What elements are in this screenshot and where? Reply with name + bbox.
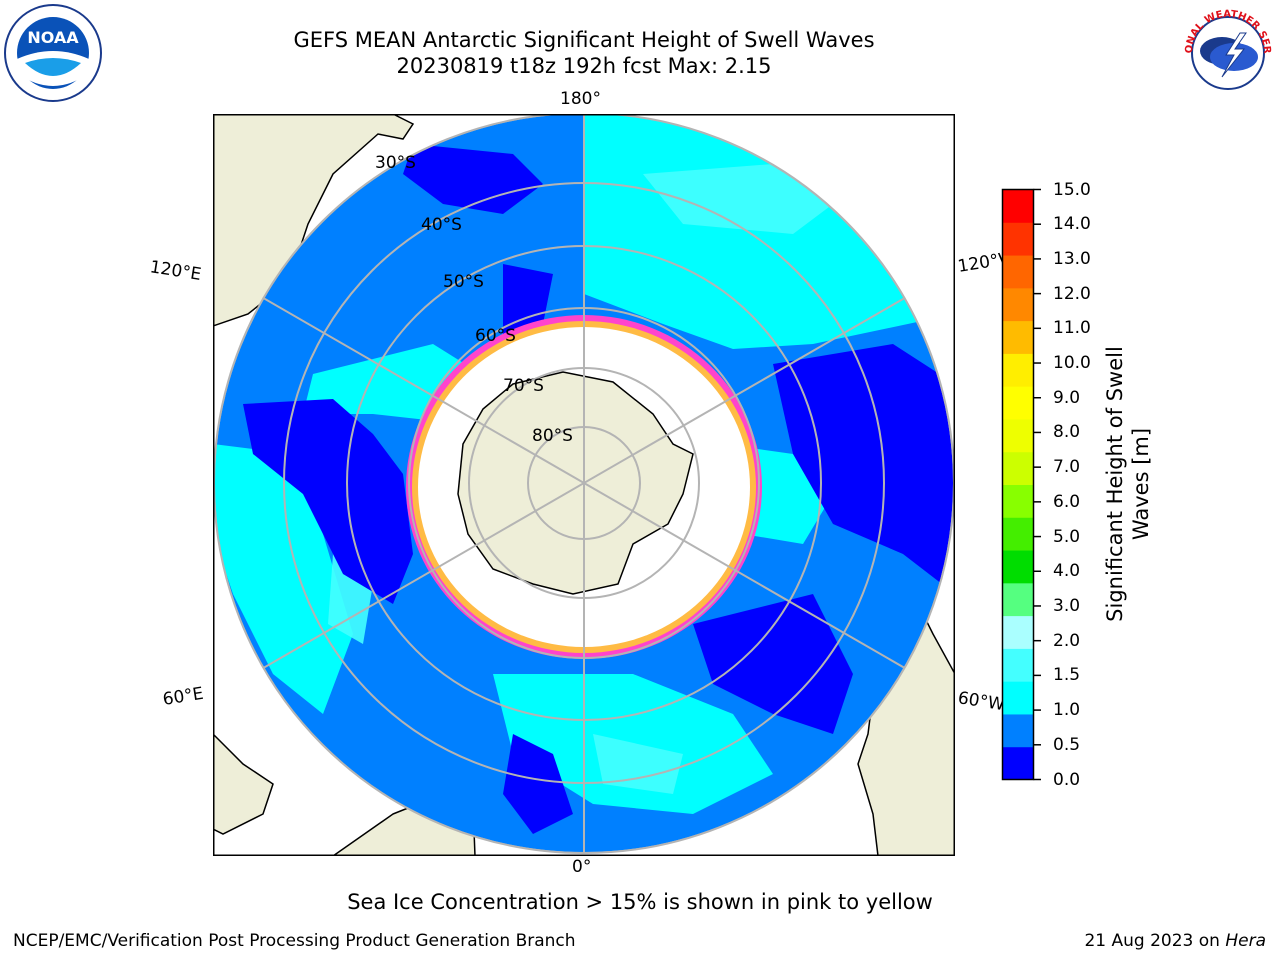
colorbar-tick-label: 13.0 xyxy=(1053,248,1091,269)
colorbar-label: Significant Height of Swell Waves [m] xyxy=(1103,346,1153,622)
colorbar-tick-label: 8.0 xyxy=(1053,422,1081,443)
chart-subtitle: 20230819 t18z 192h fcst Max: 2.15 xyxy=(396,54,772,78)
polar-map: 30°S 40°S 50°S 60°S 70°S 80°S xyxy=(213,114,955,856)
lat-label-50s: 50°S xyxy=(443,272,484,292)
colorbar-segment xyxy=(1002,189,1034,223)
colorbar-segment xyxy=(1002,713,1034,748)
colorbar-segment xyxy=(1002,550,1034,584)
lon-label-0: 0° xyxy=(572,857,592,877)
graticule xyxy=(214,114,954,853)
colorbar-segment xyxy=(1002,222,1034,256)
colorbar-segment xyxy=(1002,615,1034,649)
colorbar-tick-label: 9.0 xyxy=(1053,387,1081,408)
colorbar-tick-label: 11.0 xyxy=(1053,318,1091,339)
colorbar-tick-label: 7.0 xyxy=(1053,457,1081,478)
colorbar-tick-label: 14.0 xyxy=(1053,214,1091,235)
colorbar-segment xyxy=(1002,255,1034,289)
swell-light-cyan xyxy=(328,164,833,794)
colorbar-tick-label: 5.0 xyxy=(1053,526,1081,547)
colorbar-segment xyxy=(1002,582,1034,617)
colorbar xyxy=(1001,188,1041,781)
colorbar-segment xyxy=(1002,484,1034,518)
lat-label-70s: 70°S xyxy=(503,376,544,396)
chart-title: GEFS MEAN Antarctic Significant Height o… xyxy=(293,28,875,52)
colorbar-tick-label: 2.0 xyxy=(1053,630,1081,651)
colorbar-tick-label: 0.0 xyxy=(1053,769,1081,790)
colorbar-tick-label: 10.0 xyxy=(1053,353,1091,374)
colorbar-segment xyxy=(1002,517,1034,551)
colorbar-segment xyxy=(1002,320,1034,354)
footer-date-text: 21 Aug 2023 on xyxy=(1084,931,1226,951)
colorbar-segment xyxy=(1002,451,1034,485)
map-frame xyxy=(213,114,955,856)
sea-ice-note: Sea Ice Concentration > 15% is shown in … xyxy=(347,890,933,914)
lat-label-60s: 60°S xyxy=(475,326,516,346)
colorbar-tick-label: 1.0 xyxy=(1053,700,1081,721)
lon-label-60w: 60°W xyxy=(956,688,1006,716)
antarctica xyxy=(457,371,694,595)
lon-label-120e: 120°E xyxy=(148,257,203,285)
lon-label-180: 180° xyxy=(560,89,601,109)
colorbar-tick-label: 15.0 xyxy=(1053,179,1091,200)
nws-logo: NATIONAL WEATHER SERVICE xyxy=(1178,3,1276,101)
footer-credit: NCEP/EMC/Verification Post Processing Pr… xyxy=(13,931,576,951)
noaa-logo: NOAA xyxy=(4,4,102,102)
colorbar-segment xyxy=(1002,386,1034,420)
colorbar-segment xyxy=(1002,648,1034,682)
lat-label-30s: 30°S xyxy=(375,153,416,173)
footer-machine: Hera xyxy=(1225,931,1266,951)
colorbar-segment xyxy=(1002,287,1034,322)
lat-label-80s: 80°S xyxy=(532,426,573,446)
colorbar-segment xyxy=(1002,418,1034,453)
colorbar-tick-label: 6.0 xyxy=(1053,491,1081,512)
colorbar-segment xyxy=(1002,353,1034,387)
colorbar-tick-label: 12.0 xyxy=(1053,283,1091,304)
noaa-logo-text: NOAA xyxy=(27,28,79,47)
colorbar-segment xyxy=(1002,681,1034,715)
lat-label-40s: 40°S xyxy=(421,215,462,235)
lon-label-60e: 60°E xyxy=(161,683,205,710)
footer-date: 21 Aug 2023 on Hera xyxy=(1084,931,1266,951)
colorbar-tick-label: 0.5 xyxy=(1053,734,1081,755)
colorbar-tick-label: 3.0 xyxy=(1053,595,1081,616)
colorbar-tick-label: 4.0 xyxy=(1053,561,1081,582)
colorbar-segment xyxy=(1002,746,1034,780)
colorbar-tick-label: 1.5 xyxy=(1053,665,1081,686)
